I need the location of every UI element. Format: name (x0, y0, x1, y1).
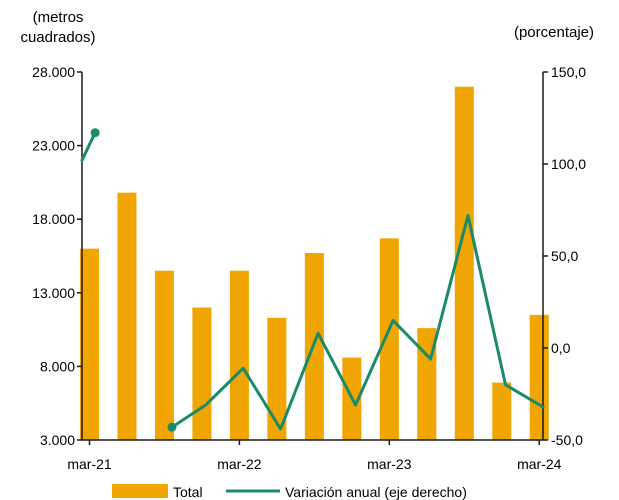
right-tick-label-4: 150,0 (551, 64, 586, 80)
legend-label-variacion: Variación anual (eje derecho) (285, 484, 467, 500)
right-tick-label-1: 0,0 (551, 340, 571, 356)
right-axis-title: (porcentaje) (514, 24, 594, 41)
x-tick-label-3: mar-24 (517, 456, 562, 472)
line-segment-1 (170, 214, 545, 431)
x-tick-label-2: mar-23 (367, 456, 412, 472)
left-tick-label-1: 8.000 (40, 358, 75, 374)
line-segment-0 (80, 131, 97, 162)
right-tick-label-3: 100,0 (551, 156, 586, 172)
left-tick-label-2: 13.000 (32, 285, 75, 301)
left-tick-label-0: 3.000 (40, 432, 75, 448)
right-tick-label-0: -50,0 (551, 432, 583, 448)
line-point-marker-1 (167, 422, 177, 432)
bar-11 (492, 382, 512, 440)
bar-2 (154, 270, 174, 440)
right-tick-label-2: 50,0 (551, 248, 578, 264)
line-point-marker-0 (90, 128, 100, 138)
bar-8 (379, 238, 399, 440)
bar-0 (79, 248, 99, 440)
bar-12 (529, 314, 549, 440)
line-series-variacion-anual (80, 128, 545, 432)
bar-10 (454, 86, 474, 440)
left-axis-title-line-2: cuadrados) (20, 29, 95, 46)
legend-label-total: Total (173, 484, 203, 500)
bar-5 (267, 317, 287, 440)
x-tick-label-1: mar-22 (217, 456, 262, 472)
bar-3 (192, 307, 212, 440)
bar-4 (229, 270, 249, 440)
left-tick-label-4: 23.000 (32, 138, 75, 154)
left-tick-label-3: 18.000 (32, 211, 75, 227)
left-axis-title: (metros cuadrados) (20, 9, 95, 46)
axes: 3.000 8.000 13.000 18.000 23.000 28.000 -50,0 0… (32, 64, 586, 472)
legend: Total Variación anual (eje derecho) (112, 484, 467, 500)
legend-swatch-total (112, 484, 168, 498)
left-axis-title-line-1: (metros (33, 9, 84, 26)
x-tick-label-0: mar-21 (67, 456, 112, 472)
left-tick-label-5: 28.000 (32, 64, 75, 80)
bar-1 (117, 192, 137, 440)
